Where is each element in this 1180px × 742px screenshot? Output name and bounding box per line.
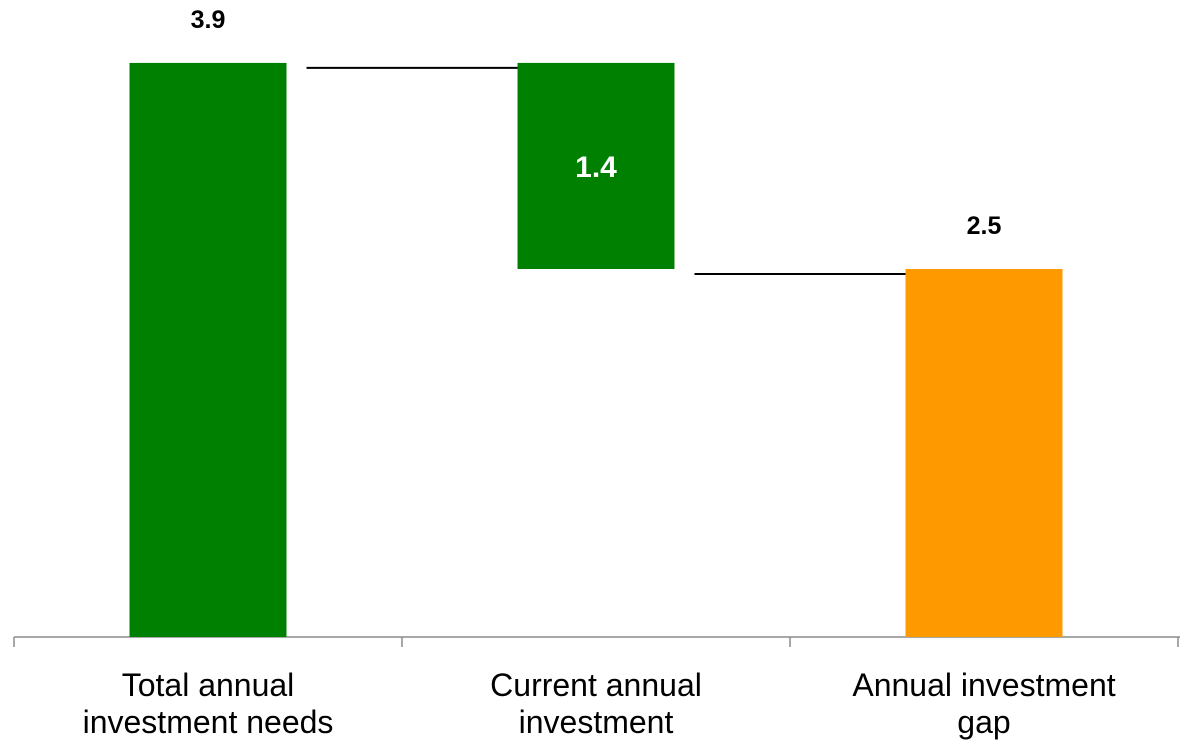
data-label-current-annual-investment: 1.4 bbox=[575, 151, 617, 184]
data-label-annual-investment-gap: 2.5 bbox=[967, 212, 1002, 240]
data-label-total-annual-investment-needs: 3.9 bbox=[191, 6, 226, 34]
category-label-current-annual-investment: Current annual investment bbox=[490, 667, 702, 740]
bar-total-annual-investment-needs bbox=[129, 62, 287, 638]
category-label-total-annual-investment-needs: Total annual investment needs bbox=[82, 667, 334, 740]
bar-current-annual-investment bbox=[517, 62, 675, 269]
bar-annual-investment-gap bbox=[905, 269, 1063, 637]
category-label-annual-investment-gap: Annual investment gap bbox=[852, 667, 1116, 740]
